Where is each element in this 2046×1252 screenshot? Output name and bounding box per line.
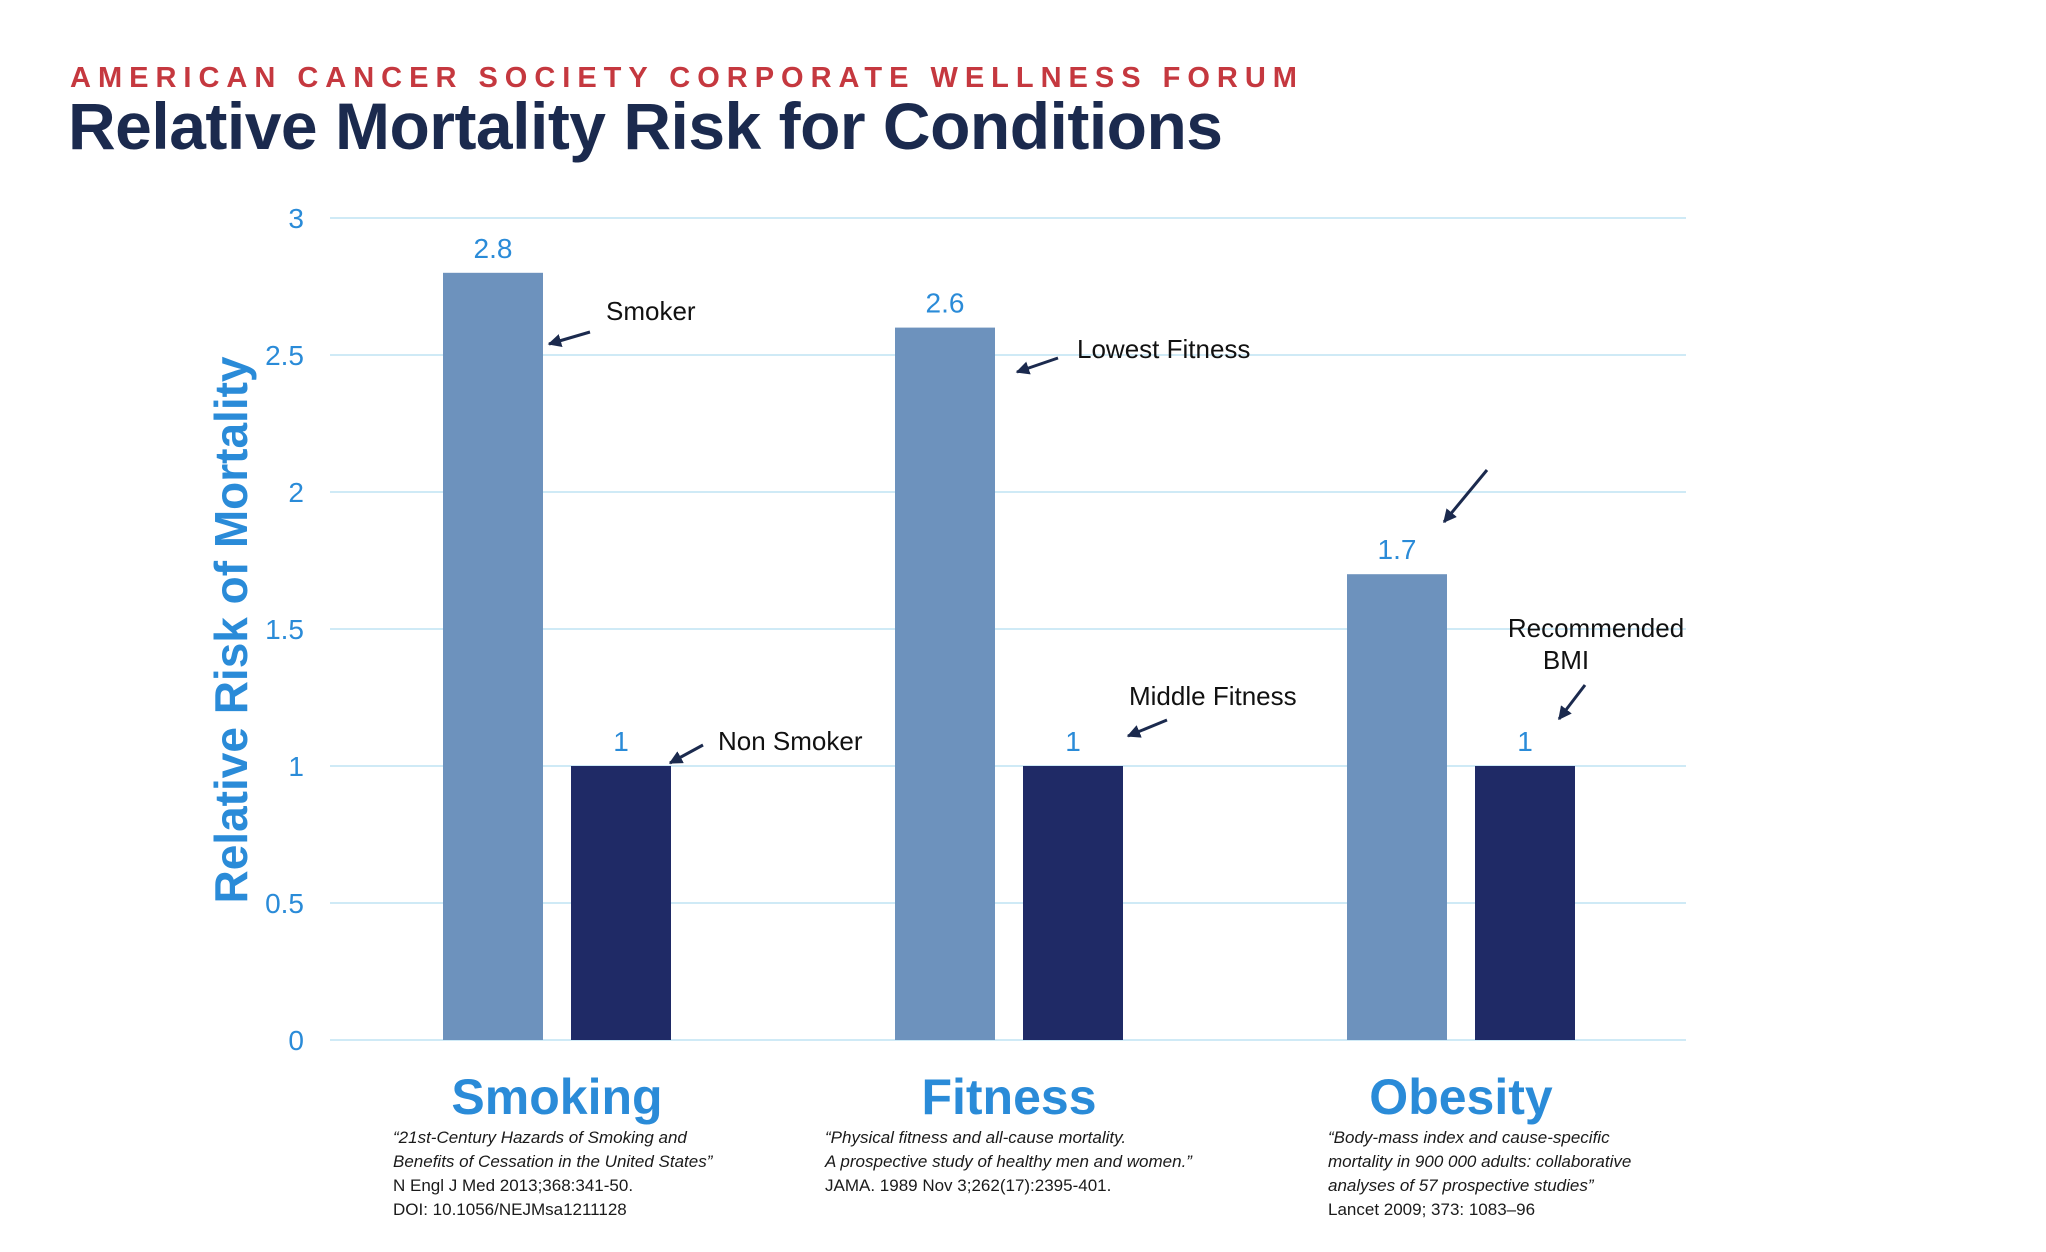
y-tick-label: 3 [288, 203, 304, 234]
reference-title-line: A prospective study of healthy men and w… [825, 1152, 1192, 1171]
page-title: Relative Mortality Risk for Conditions [68, 89, 1223, 163]
bar [1347, 574, 1447, 1040]
annotation-arrow [547, 330, 591, 348]
annotation-label: Recommended [1508, 613, 1684, 643]
reference-citation-line: JAMA. 1989 Nov 3;262(17):2395-401. [825, 1176, 1112, 1195]
bar [1023, 766, 1123, 1040]
y-tick-label: 1.5 [265, 614, 304, 645]
reference-title-line: “Physical fitness and all-cause mortalit… [825, 1128, 1127, 1147]
category-label: Fitness [921, 1069, 1096, 1125]
annotation-label: BMI [1543, 645, 1589, 675]
y-tick-label: 2.5 [265, 340, 304, 371]
reference-fitness: “Physical fitness and all-cause mortalit… [825, 1126, 1192, 1198]
annotation-label: Smoker [606, 296, 696, 326]
data-label: 1 [613, 726, 629, 757]
reference-citation-line: Lancet 2009; 373: 1083–96 [1328, 1200, 1536, 1219]
forum-heading: AMERICAN CANCER SOCIETY CORPORATE WELLNE… [70, 62, 1304, 94]
annotation-label: Lowest Fitness [1077, 334, 1250, 364]
y-axis-label: Relative Risk of Mortality [205, 356, 257, 903]
bar [895, 327, 995, 1041]
category-label: Smoking [451, 1069, 662, 1125]
reference-smoking: “21st-Century Hazards of Smoking and Ben… [393, 1126, 712, 1222]
reference-title-line: analyses of 57 prospective studies” [1328, 1176, 1594, 1195]
y-tick-label: 0.5 [265, 888, 304, 919]
data-label: 1 [1065, 726, 1081, 757]
bar [443, 272, 543, 1040]
reference-title-line: Benefits of Cessation in the United Stat… [393, 1152, 713, 1171]
bar [571, 766, 671, 1040]
data-label: 1 [1517, 726, 1533, 757]
annotation-arrow [1442, 469, 1489, 524]
annotation-label: Non Smoker [718, 726, 863, 756]
data-label: 2.6 [926, 288, 965, 319]
reference-citation-line: DOI: 10.1056/NEJMsa1211128 [393, 1200, 627, 1219]
category-label: Obesity [1369, 1069, 1553, 1125]
bar [1475, 766, 1575, 1040]
data-label: 1.7 [1378, 534, 1417, 565]
reference-title-line: “21st-Century Hazards of Smoking and [393, 1128, 687, 1147]
data-label: 2.8 [474, 233, 513, 264]
reference-obesity: “Body-mass index and cause-specific mort… [1328, 1126, 1631, 1222]
annotation-arrow [1557, 684, 1587, 721]
reference-citation-line: N Engl J Med 2013;368:341-50. [393, 1176, 634, 1195]
annotation-arrow [1015, 356, 1059, 375]
y-tick-label: 2 [288, 477, 304, 508]
y-tick-label: 1 [288, 751, 304, 782]
reference-title-line: mortality in 900 000 adults: collaborati… [1328, 1152, 1632, 1171]
y-tick-label: 0 [288, 1025, 304, 1056]
reference-title-line: “Body-mass index and cause-specific [1328, 1128, 1610, 1147]
annotation-arrow [668, 743, 704, 765]
annotation-arrow [1126, 718, 1168, 738]
annotation-label: Middle Fitness [1129, 681, 1297, 711]
